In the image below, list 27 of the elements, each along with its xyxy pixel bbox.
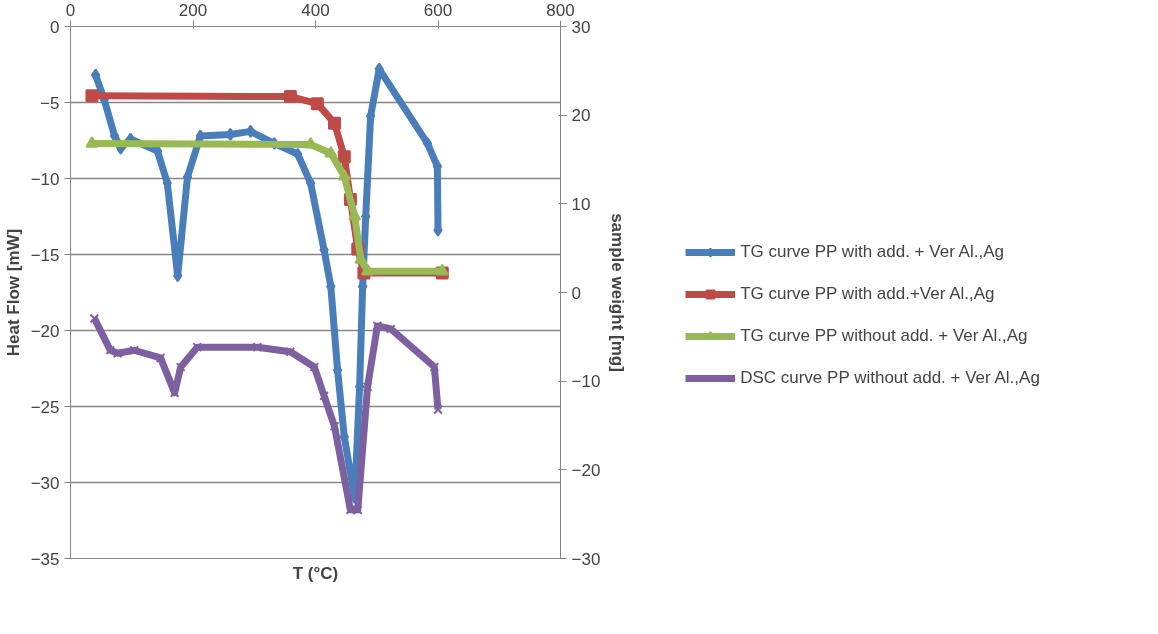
y-tick-label: −15 [30,245,60,265]
x-axis-title: T (°C) [292,563,339,583]
x-tick-label: 0 [65,0,76,20]
y2-tick-label: −10 [571,372,601,392]
y2-tick-label: 30 [571,17,591,37]
y-tick-label: −35 [30,549,60,569]
x-tick-label: 400 [301,0,330,20]
x-tick-label: 800 [546,0,575,20]
legend-label: TG curve PP without add. + Ver Al.,Ag [740,326,1028,346]
legend-label: TG curve PP with add. + Ver Al.,Ag [740,242,1004,262]
y-tick-label: −20 [30,321,60,341]
y-tick-label: 0 [50,17,60,37]
y-tick-label: −30 [30,473,60,493]
x-tick-label: 600 [423,0,453,20]
y-tick-label: −25 [30,397,60,417]
y-axis-title: Heat Flow [mW] [3,228,23,357]
legend-label: DSC curve PP without add. + Ver Al.,Ag [740,368,1040,388]
y2-tick-label: 20 [571,106,591,126]
x-tick-label: 200 [178,0,208,20]
y-tick-label: −5 [40,93,60,113]
legend-label: TG curve PP with add.+Ver Al.,Ag [740,284,995,304]
y-tick-label: −10 [30,169,60,189]
y2-axis-title: sample weight [mg] [608,213,628,372]
y2-tick-label: 10 [571,194,591,214]
y2-tick-label: −20 [571,460,601,480]
y2-tick-label: −30 [571,549,601,569]
y2-tick-label: 0 [571,283,581,303]
